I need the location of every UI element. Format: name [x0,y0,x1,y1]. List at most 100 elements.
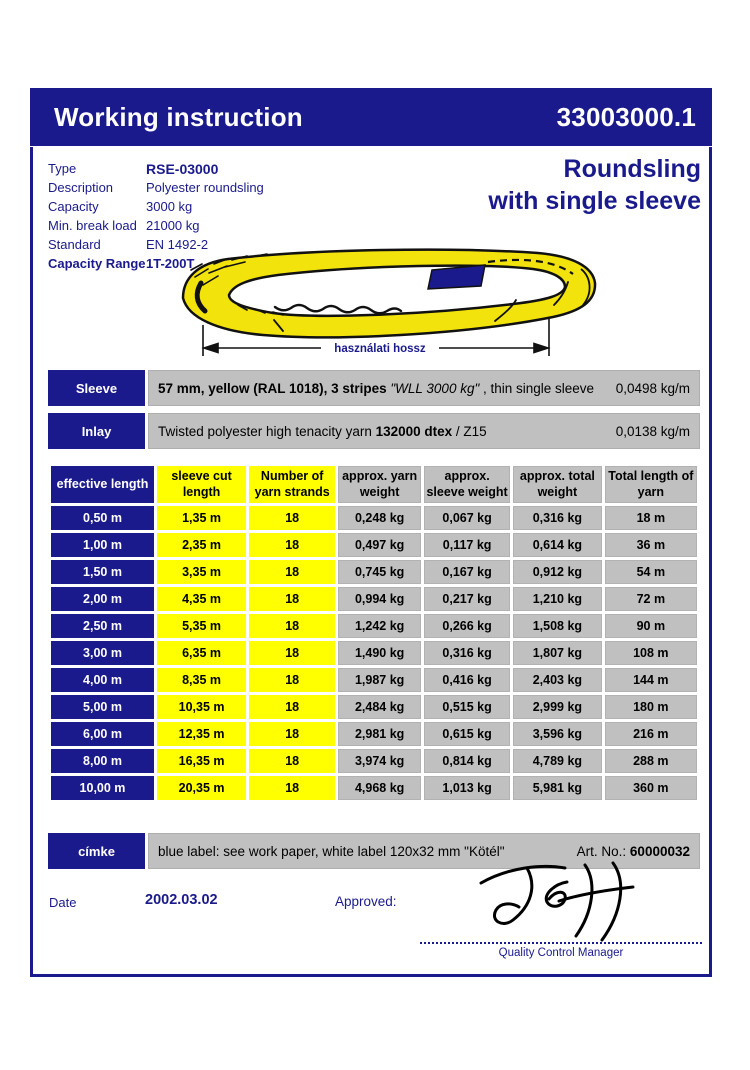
table-cell: 0,316 kg [424,641,511,665]
table-cell: 18 [249,749,336,773]
table-cell: 2,981 kg [338,722,422,746]
table-header-row: effective length sleeve cut length Number … [51,466,697,503]
table-header-cell: approx. yarn weight [338,466,422,503]
table-cell: 10,00 m [51,776,154,800]
table-cell: 1,242 kg [338,614,422,638]
table-cell: 4,35 m [156,587,247,611]
table-cell: 288 m [604,749,697,773]
sleeve-description: 57 mm, yellow (RAL 1018), 3 stripes "WLL… [158,381,616,396]
sleeve-desc-tail: , thin single sleeve [479,380,595,396]
table-cell: 0,266 kg [424,614,511,638]
sleeve-weight-per-m: 0,0498 kg/m [615,380,690,396]
spec-label: Capacity [48,199,99,214]
table-cell: 0,615 kg [424,722,511,746]
table-cell: 3,00 m [51,641,154,665]
table-cell: 2,403 kg [513,668,602,692]
sleeve-band-label: Sleeve [48,370,145,406]
table-cell: 0,067 kg [424,506,511,530]
spec-label: Min. break load [48,218,137,233]
header-bar: Working instruction 33003000.1 [30,88,712,146]
spec-value: EN 1492-2 [146,237,209,252]
spec-row-description: Description Polyester roundsling [48,178,264,197]
table-cell: 0,416 kg [424,668,511,692]
table-row: 0,50 m 1,35 m 18 0,248 kg 0,067 kg 0,316 kg 18… [51,506,697,530]
table-row: 1,50 m 3,35 m 18 0,745 kg 0,167 kg 0,912 kg 54… [51,560,697,584]
table-cell: 18 [249,668,336,692]
table-cell: 36 m [604,533,697,557]
table-cell: 18 [249,560,336,584]
table-cell: 3,35 m [156,560,247,584]
spec-value: 3000 kg [146,199,193,214]
cimke-band: címke blue label: see work paper, white … [48,833,700,869]
table-header-cell: approx. total weight [513,466,602,503]
sling-texture-bottom [273,303,403,315]
table-cell: 4,968 kg [338,776,422,800]
table-cell: 5,00 m [51,695,154,719]
table-header-cell: approx. sleeve weight [424,466,511,503]
table-cell: 5,35 m [156,614,247,638]
spec-row-type: Type RSE-03000 [48,159,264,178]
signature-line [420,942,702,944]
signature-jeff [479,861,635,942]
table-cell: 90 m [604,614,697,638]
table-row: 10,00 m 20,35 m 18 4,968 kg 1,013 kg 5,981 kg… [51,776,697,800]
table-cell: 0,912 kg [513,560,602,584]
table-cell: 0,994 kg [338,587,422,611]
table-cell: 18 [249,614,336,638]
table-cell: 180 m [604,695,697,719]
table-cell: 18 [249,641,336,665]
table-row: 8,00 m 16,35 m 18 3,974 kg 0,814 kg 4,789 kg 2… [51,749,697,773]
table-cell: 1,490 kg [338,641,422,665]
table-cell: 54 m [604,560,697,584]
sleeve-desc-bold: 57 mm, yellow (RAL 1018), 3 stripes [158,380,391,396]
signature-title: Quality Control Manager [498,947,624,959]
inlay-desc-lead: Twisted polyester high tenacity yarn [158,423,376,439]
sling-texture-left [190,253,284,316]
table-cell: 0,745 kg [338,560,422,584]
table-body: 0,50 m 1,35 m 18 0,248 kg 0,067 kg 0,316 kg 18… [51,506,697,800]
table-cell: 8,00 m [51,749,154,773]
table-cell: 4,00 m [51,668,154,692]
sleeve-band-content: 57 mm, yellow (RAL 1018), 3 stripes "WLL… [148,370,700,406]
table-cell: 8,35 m [156,668,247,692]
table-row: 2,00 m 4,35 m 18 0,994 kg 0,217 kg 1,210 kg 72… [51,587,697,611]
cimke-band-content: blue label: see work paper, white label … [148,833,700,869]
table-cell: 18 [249,506,336,530]
product-specs: Type RSE-03000 Description Polyester rou… [48,159,264,273]
table-cell: 20,35 m [156,776,247,800]
table-cell: 3,596 kg [513,722,602,746]
table-cell: 18 [249,695,336,719]
sleeve-band: Sleeve 57 mm, yellow (RAL 1018), 3 strip… [48,370,700,406]
table-row: 6,00 m 12,35 m 18 2,981 kg 0,615 kg 3,596 kg 2… [51,722,697,746]
product-title-line1: Roundsling [563,155,701,183]
inlay-weight-per-m: 0,0138 kg/m [615,423,690,439]
table-cell: 10,35 m [156,695,247,719]
article-number: Art. No.: 60000032 [577,844,690,859]
spec-row-capacity: Capacity 3000 kg [48,197,264,216]
table-cell: 1,807 kg [513,641,602,665]
table-row: 4,00 m 8,35 m 18 1,987 kg 0,416 kg 2,403 kg 14… [51,668,697,692]
cimke-band-label: címke [48,833,145,869]
table-cell: 12,35 m [156,722,247,746]
spec-label: Standard [48,237,101,252]
page-title: Working instruction [54,101,303,132]
spec-row-standard: Standard EN 1492-2 [48,235,264,254]
table-cell: 3,974 kg [338,749,422,773]
sling-creases [273,281,569,332]
sling-texture-topright [487,258,574,275]
table-header-cell: effective length [51,466,154,503]
table-header-cell: Number of yarn strands [249,466,336,503]
table-cell: 2,50 m [51,614,154,638]
table-cell: 6,00 m [51,722,154,746]
table-cell: 216 m [604,722,697,746]
blue-label-patch [427,264,486,290]
table-row: 5,00 m 10,35 m 18 2,484 kg 0,515 kg 2,999 kg 1… [51,695,697,719]
spec-label: Capacity Range [48,256,146,271]
table-cell: 1,35 m [156,506,247,530]
table-row: 2,50 m 5,35 m 18 1,242 kg 0,266 kg 1,508 kg 90… [51,614,697,638]
article-number-value: 60000032 [629,843,690,859]
table-cell: 0,167 kg [424,560,511,584]
table-cell: 18 [249,776,336,800]
spec-row-capacity-range: Capacity Range 1T-200T [48,254,264,273]
document-frame: Working instruction 33003000.1 Type RSE-… [30,88,712,977]
